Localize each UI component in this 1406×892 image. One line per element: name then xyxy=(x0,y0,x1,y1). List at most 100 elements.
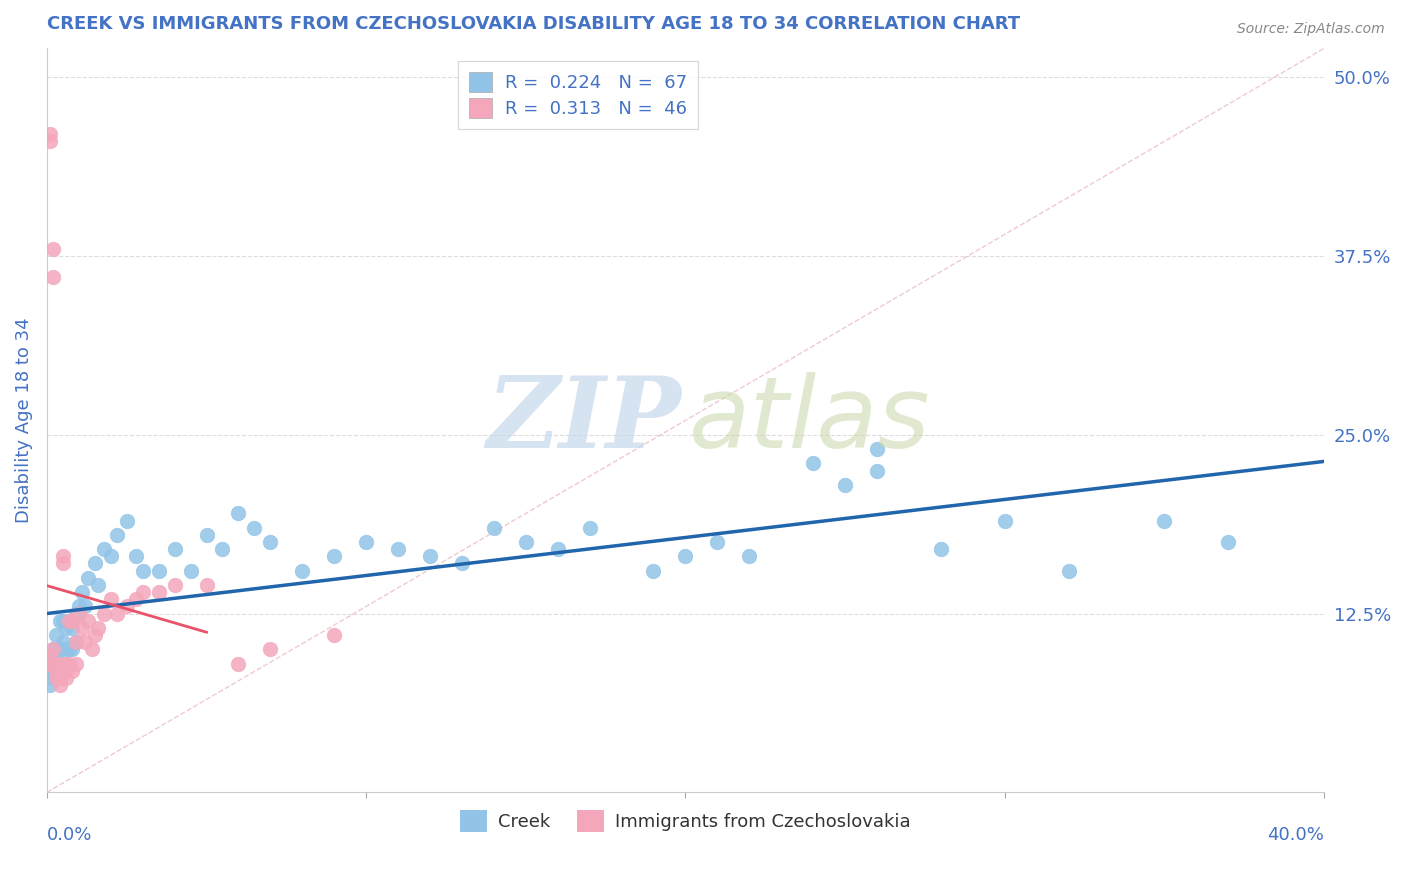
Point xyxy=(55,642,77,657)
Point xyxy=(48,614,70,628)
Point xyxy=(67,599,90,614)
Point xyxy=(55,657,77,671)
Point xyxy=(42,642,65,657)
Point xyxy=(515,535,537,549)
Point xyxy=(39,657,62,671)
Text: CREEK VS IMMIGRANTS FROM CZECHOSLOVAKIA DISABILITY AGE 18 TO 34 CORRELATION CHAR: CREEK VS IMMIGRANTS FROM CZECHOSLOVAKIA … xyxy=(46,15,1019,33)
Point xyxy=(45,628,67,642)
Point xyxy=(738,549,761,564)
Point xyxy=(131,564,153,578)
Point xyxy=(58,642,80,657)
Point xyxy=(125,592,148,607)
Point xyxy=(48,664,70,678)
Point xyxy=(87,578,110,592)
Point xyxy=(75,599,97,614)
Point xyxy=(39,649,62,664)
Point xyxy=(195,528,218,542)
Point xyxy=(228,507,250,521)
Point xyxy=(131,585,153,599)
Point xyxy=(929,542,952,557)
Point xyxy=(163,542,186,557)
Point xyxy=(211,542,233,557)
Point xyxy=(62,621,84,635)
Point xyxy=(48,678,70,692)
Point xyxy=(65,657,87,671)
Point xyxy=(323,628,346,642)
Y-axis label: Disability Age 18 to 34: Disability Age 18 to 34 xyxy=(15,318,32,524)
Point xyxy=(45,664,67,678)
Point xyxy=(42,664,65,678)
Point xyxy=(1153,514,1175,528)
Point xyxy=(52,657,75,671)
Point xyxy=(77,571,100,585)
Point xyxy=(58,614,80,628)
Point xyxy=(55,664,77,678)
Point xyxy=(42,642,65,657)
Point xyxy=(62,664,84,678)
Point xyxy=(52,557,75,571)
Point xyxy=(45,664,67,678)
Point xyxy=(83,628,105,642)
Point xyxy=(77,614,100,628)
Point xyxy=(834,478,856,492)
Point xyxy=(451,557,474,571)
Point xyxy=(228,657,250,671)
Point xyxy=(58,614,80,628)
Point xyxy=(148,585,170,599)
Point xyxy=(100,549,122,564)
Point xyxy=(55,621,77,635)
Point xyxy=(100,592,122,607)
Point xyxy=(42,657,65,671)
Point xyxy=(62,614,84,628)
Point xyxy=(75,635,97,649)
Point xyxy=(45,657,67,671)
Point xyxy=(994,514,1017,528)
Point xyxy=(195,578,218,592)
Point xyxy=(105,528,128,542)
Point xyxy=(482,521,505,535)
Point xyxy=(706,535,728,549)
Point xyxy=(48,671,70,685)
Text: 0.0%: 0.0% xyxy=(46,826,93,844)
Point xyxy=(578,521,600,535)
Point xyxy=(48,671,70,685)
Point xyxy=(1057,564,1080,578)
Point xyxy=(105,607,128,621)
Legend: Creek, Immigrants from Czechoslovakia: Creek, Immigrants from Czechoslovakia xyxy=(453,803,918,839)
Point xyxy=(387,542,409,557)
Point xyxy=(70,585,93,599)
Point xyxy=(55,671,77,685)
Text: atlas: atlas xyxy=(689,372,931,469)
Point xyxy=(80,642,103,657)
Point xyxy=(70,621,93,635)
Point xyxy=(65,607,87,621)
Point xyxy=(125,549,148,564)
Point xyxy=(291,564,314,578)
Text: 40.0%: 40.0% xyxy=(1267,826,1324,844)
Point xyxy=(259,535,281,549)
Point xyxy=(52,549,75,564)
Point xyxy=(45,671,67,685)
Point xyxy=(323,549,346,564)
Point xyxy=(39,649,62,664)
Point xyxy=(163,578,186,592)
Point xyxy=(673,549,696,564)
Point xyxy=(39,678,62,692)
Text: Source: ZipAtlas.com: Source: ZipAtlas.com xyxy=(1237,22,1385,37)
Point xyxy=(52,614,75,628)
Point xyxy=(801,456,824,470)
Point xyxy=(45,649,67,664)
Point xyxy=(866,463,889,477)
Point xyxy=(1216,535,1239,549)
Point xyxy=(39,128,62,142)
Point xyxy=(62,642,84,657)
Point xyxy=(180,564,202,578)
Point xyxy=(115,599,138,614)
Point xyxy=(45,657,67,671)
Point xyxy=(148,564,170,578)
Point xyxy=(243,521,266,535)
Point xyxy=(354,535,377,549)
Point xyxy=(87,621,110,635)
Point xyxy=(83,557,105,571)
Point xyxy=(48,642,70,657)
